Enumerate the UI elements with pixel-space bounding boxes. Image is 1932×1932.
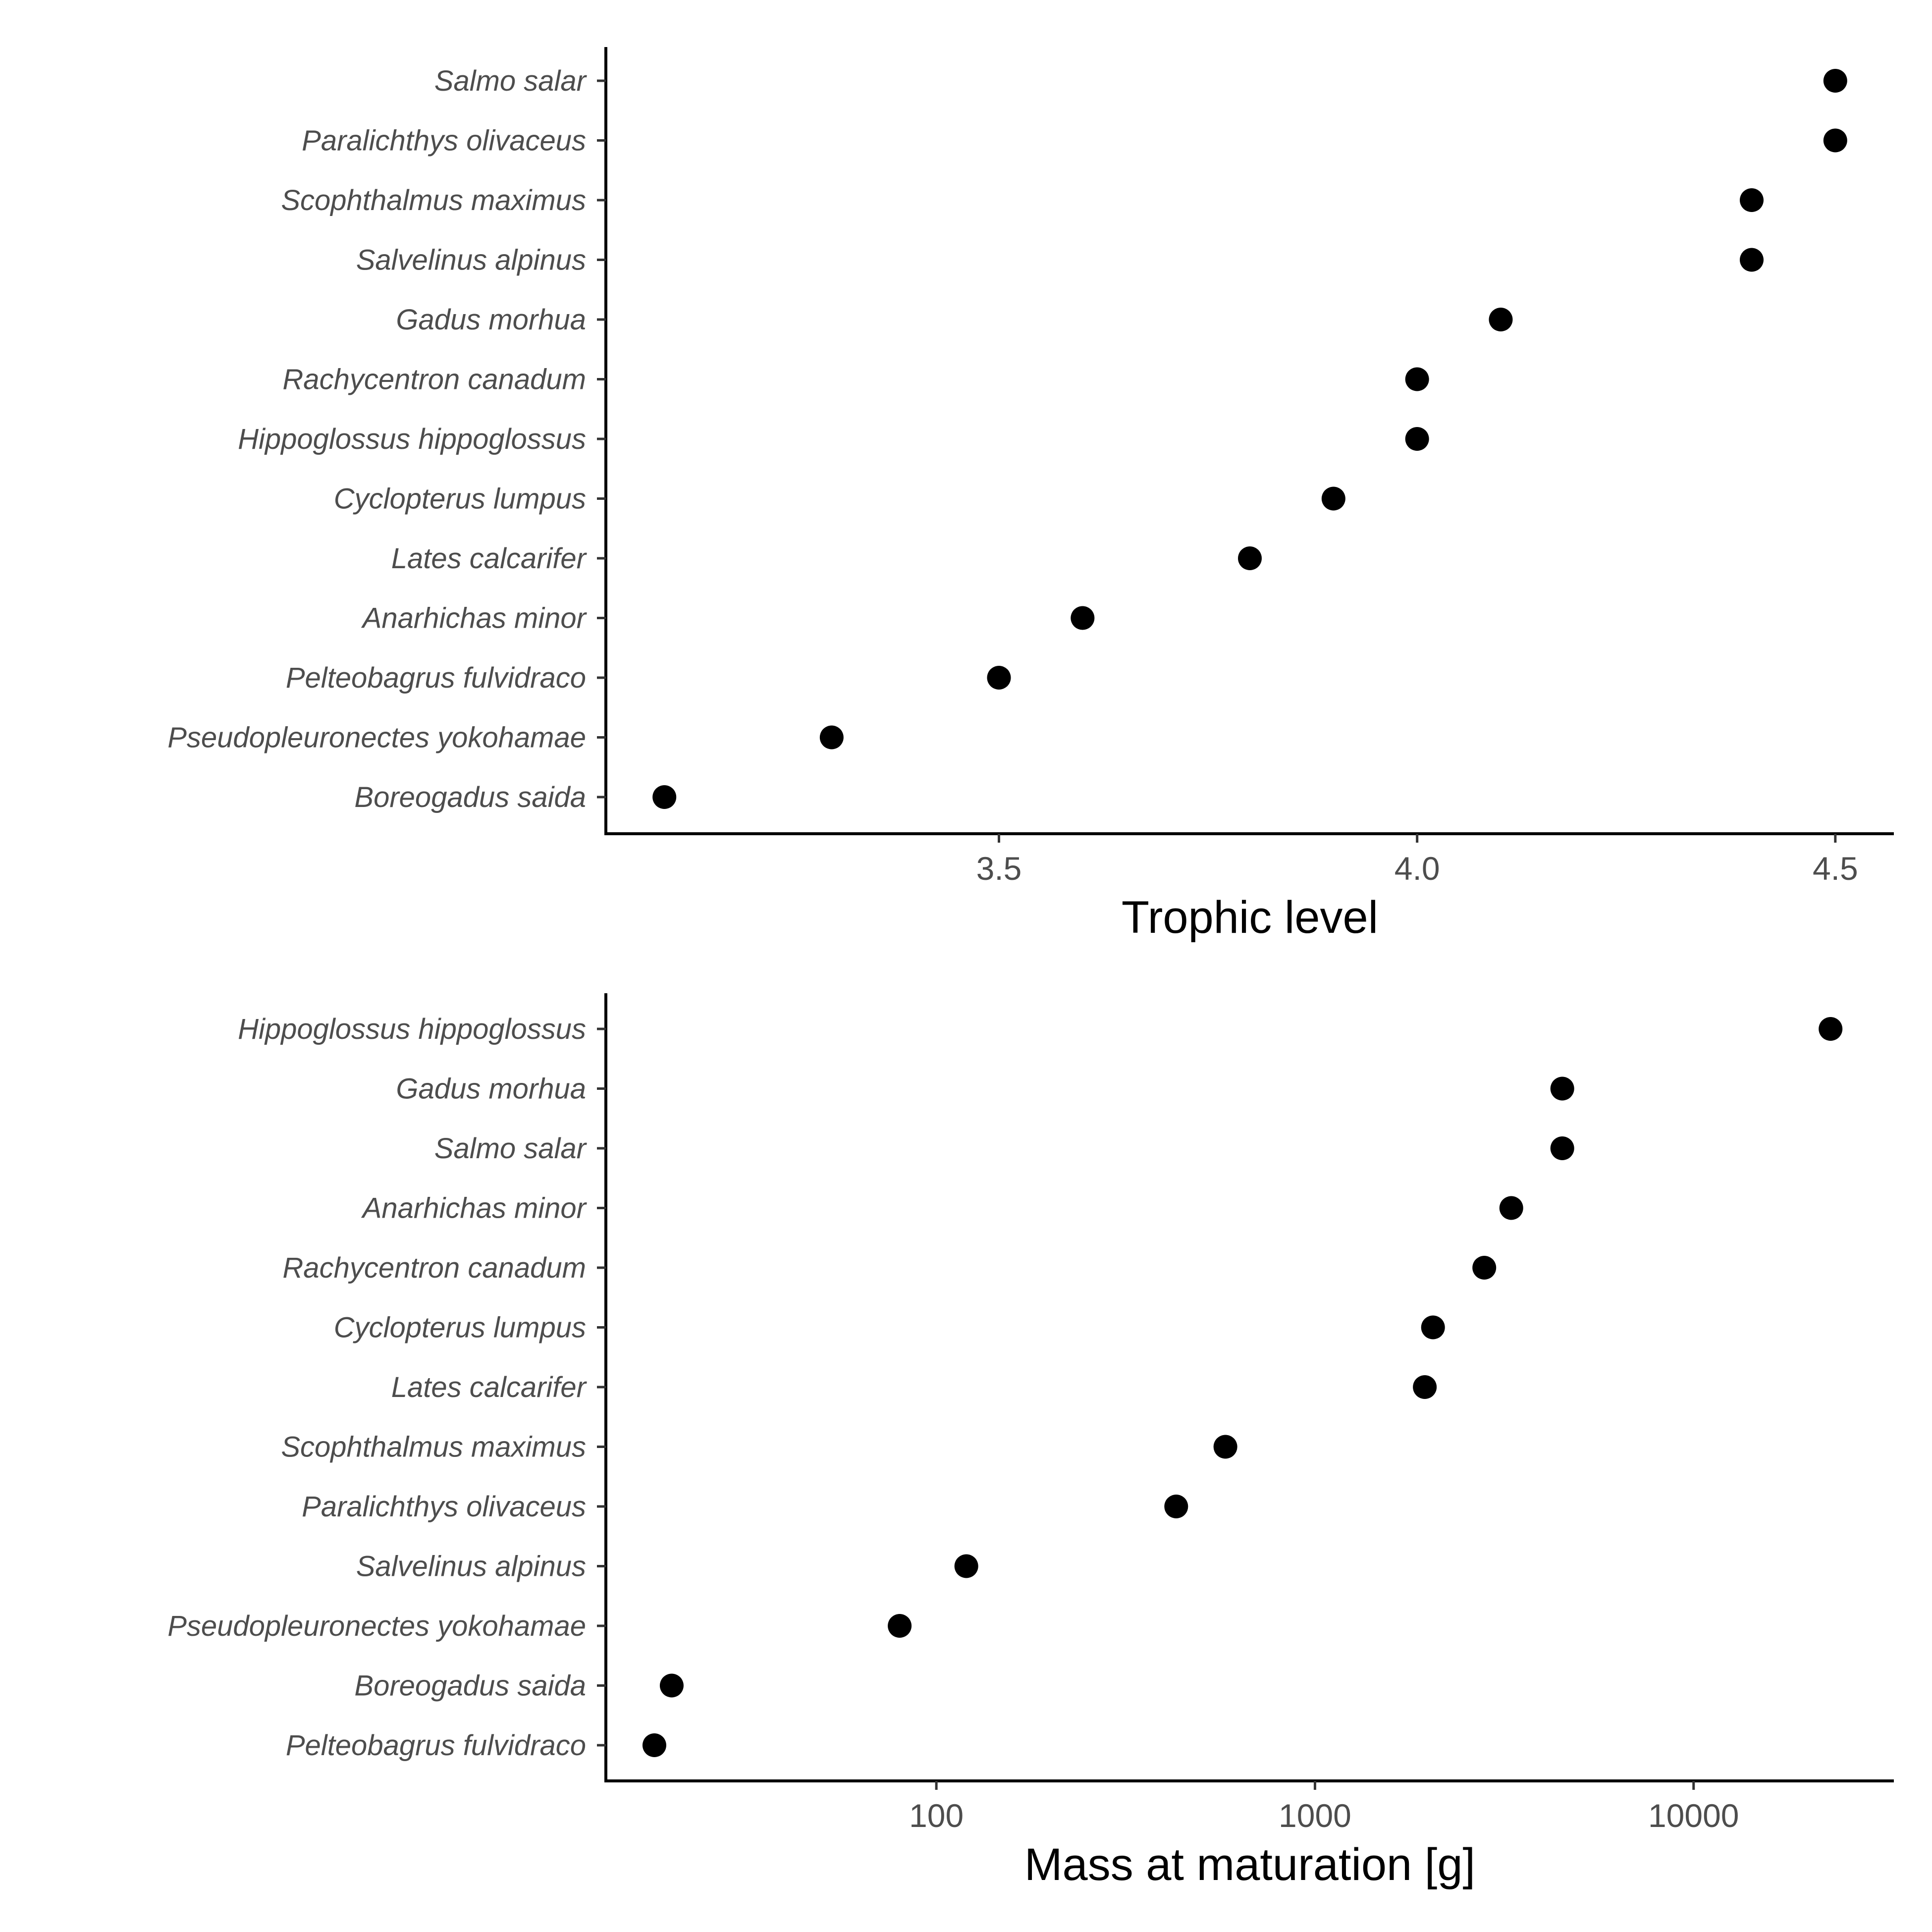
y-tick-label: Gadus morhua bbox=[396, 1073, 586, 1105]
data-point bbox=[987, 666, 1011, 690]
y-tick-label: Cyclopterus lumpus bbox=[334, 1312, 586, 1344]
y-tick-label: Scophthalmus maximus bbox=[281, 1431, 586, 1463]
data-point bbox=[1405, 367, 1429, 391]
y-tick-label: Scophthalmus maximus bbox=[281, 184, 586, 216]
data-point bbox=[1489, 308, 1513, 331]
y-tick-label: Salvelinus alpinus bbox=[356, 1551, 586, 1583]
data-point bbox=[819, 725, 844, 750]
y-tick-label: Pelteobagrus fulvidraco bbox=[286, 662, 586, 694]
y-tick-label: Lates calcarifer bbox=[391, 1371, 588, 1403]
x-tick-label: 3.5 bbox=[976, 850, 1022, 887]
y-tick-label: Pseudopleuronectes yokohamae bbox=[167, 722, 586, 754]
y-tick-label: Cyclopterus lumpus bbox=[334, 483, 586, 515]
data-point bbox=[652, 785, 677, 809]
y-tick-label: Pelteobagrus fulvidraco bbox=[286, 1729, 586, 1762]
y-tick-label: Gadus morhua bbox=[396, 304, 586, 336]
y-tick-label: Anarhichas minor bbox=[361, 1192, 588, 1225]
data-point bbox=[888, 1614, 912, 1638]
data-point bbox=[1739, 188, 1764, 212]
data-point bbox=[1550, 1136, 1574, 1160]
x-axis-title: Mass at maturation [g] bbox=[1024, 1839, 1475, 1890]
y-tick-label: Boreogadus saida bbox=[354, 781, 586, 813]
trophic-level-panel: Salmo salar Paralichthys olivaceus Scophth… bbox=[167, 47, 1894, 943]
y-tick-label: Hippoglossus hippoglossus bbox=[238, 1013, 586, 1045]
y-tick-label: Pseudopleuronectes yokohamae bbox=[167, 1610, 586, 1642]
y-tick-label: Salvelinus alpinus bbox=[356, 244, 586, 276]
data-point bbox=[1164, 1495, 1188, 1518]
x-tick-label: 1000 bbox=[1279, 1797, 1351, 1834]
data-point bbox=[1238, 546, 1262, 570]
y-tick-label: Rachycentron canadum bbox=[282, 1252, 586, 1284]
data-point bbox=[1213, 1435, 1237, 1459]
data-point bbox=[1321, 486, 1345, 511]
data-point bbox=[1413, 1375, 1437, 1399]
y-tick-label: Salmo salar bbox=[434, 65, 588, 97]
x-tick-label: 10000 bbox=[1648, 1797, 1739, 1834]
x-axis-title: Trophic level bbox=[1122, 892, 1378, 943]
y-tick-label: Paralichthys olivaceus bbox=[302, 1491, 586, 1523]
y-tick-label: Boreogadus saida bbox=[354, 1670, 586, 1702]
x-tick-label: 100 bbox=[909, 1797, 964, 1834]
data-point bbox=[1421, 1315, 1445, 1340]
data-point bbox=[1405, 427, 1429, 451]
data-point bbox=[1739, 248, 1764, 272]
x-tick-label: 4.0 bbox=[1395, 850, 1440, 887]
mass-at-maturation-panel: Hippoglossus hippoglossus Gadus morhua Sal… bbox=[167, 993, 1894, 1890]
data-point bbox=[954, 1554, 978, 1578]
y-tick-label: Rachycentron canadum bbox=[282, 364, 586, 396]
y-tick-label: Salmo salar bbox=[434, 1132, 588, 1165]
data-point bbox=[642, 1733, 666, 1757]
data-point bbox=[1472, 1256, 1497, 1280]
data-point bbox=[1499, 1196, 1523, 1220]
data-point bbox=[1823, 128, 1847, 153]
x-tick-label: 4.5 bbox=[1813, 850, 1858, 887]
y-tick-label: Paralichthys olivaceus bbox=[302, 125, 586, 157]
data-point bbox=[1819, 1017, 1843, 1041]
data-point bbox=[1823, 69, 1847, 93]
data-point bbox=[659, 1673, 684, 1698]
y-tick-label: Anarhichas minor bbox=[361, 602, 588, 635]
y-tick-label: Hippoglossus hippoglossus bbox=[238, 423, 586, 455]
y-tick-label: Lates calcarifer bbox=[391, 542, 588, 575]
data-point bbox=[1550, 1076, 1574, 1101]
data-point bbox=[1071, 606, 1095, 630]
